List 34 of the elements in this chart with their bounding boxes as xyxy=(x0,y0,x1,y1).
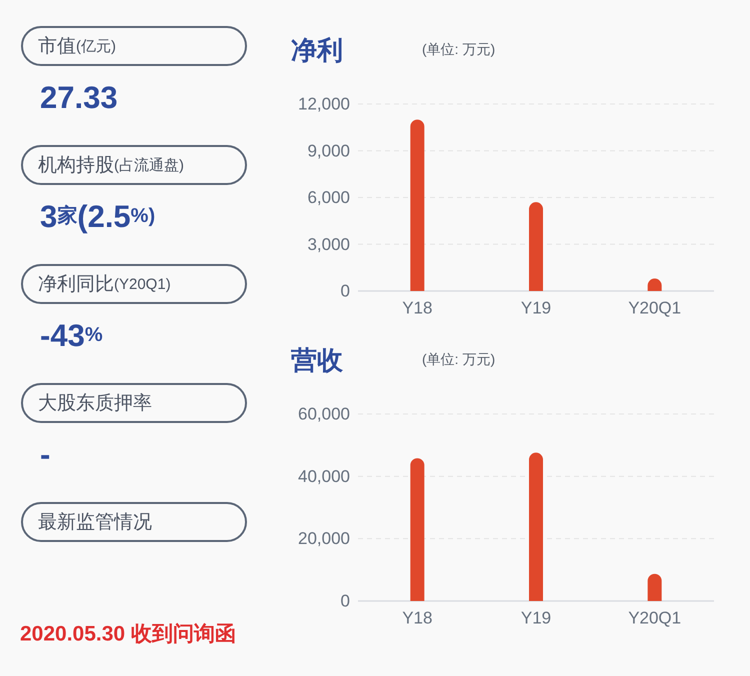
text: 净利同比(Y20Q1) xyxy=(38,274,171,294)
bar xyxy=(529,452,543,601)
x-tick-label: Y20Q1 xyxy=(628,608,682,628)
chart-subtitle: (单位: 万元) xyxy=(422,351,496,367)
y-tick-label: 40,000 xyxy=(298,466,350,486)
y-tick-label: 0 xyxy=(340,282,350,300)
x-tick-label: Y19 xyxy=(520,298,552,318)
bar xyxy=(410,120,424,291)
y-tick-label: 9,000 xyxy=(307,141,350,160)
chart-title: 净利 xyxy=(291,35,343,65)
text: - xyxy=(40,436,50,472)
bar xyxy=(529,202,543,291)
y-tick-label: 60,000 xyxy=(298,404,350,424)
text: 27.33 xyxy=(40,80,118,114)
y-tick-label: 12,000 xyxy=(298,94,350,114)
x-tick-label: Y18 xyxy=(402,298,432,318)
text: 机构持股(占流通盘) xyxy=(38,154,184,176)
y-tick-label: 20,000 xyxy=(298,529,350,548)
bar xyxy=(410,458,424,601)
x-tick-label: Y20Q1 xyxy=(628,298,682,318)
y-tick-label: 0 xyxy=(340,592,350,610)
text: 3家(2.5%) xyxy=(40,198,156,234)
text: 2020.05.30 收到问询函 xyxy=(20,622,236,646)
y-tick-label: 6,000 xyxy=(307,188,350,207)
text: 市值(亿元) xyxy=(38,34,116,56)
chart-subtitle: (单位: 万元) xyxy=(422,41,496,57)
x-tick-label: Y19 xyxy=(520,608,552,628)
x-tick-label: Y18 xyxy=(402,608,432,628)
chart-title: 营收 xyxy=(290,345,344,375)
y-tick-label: 3,000 xyxy=(307,234,350,254)
text: 最新监管情况 xyxy=(38,510,152,532)
text: -43% xyxy=(40,318,103,352)
text: 大股东质押率 xyxy=(38,392,152,414)
bar xyxy=(648,574,662,601)
